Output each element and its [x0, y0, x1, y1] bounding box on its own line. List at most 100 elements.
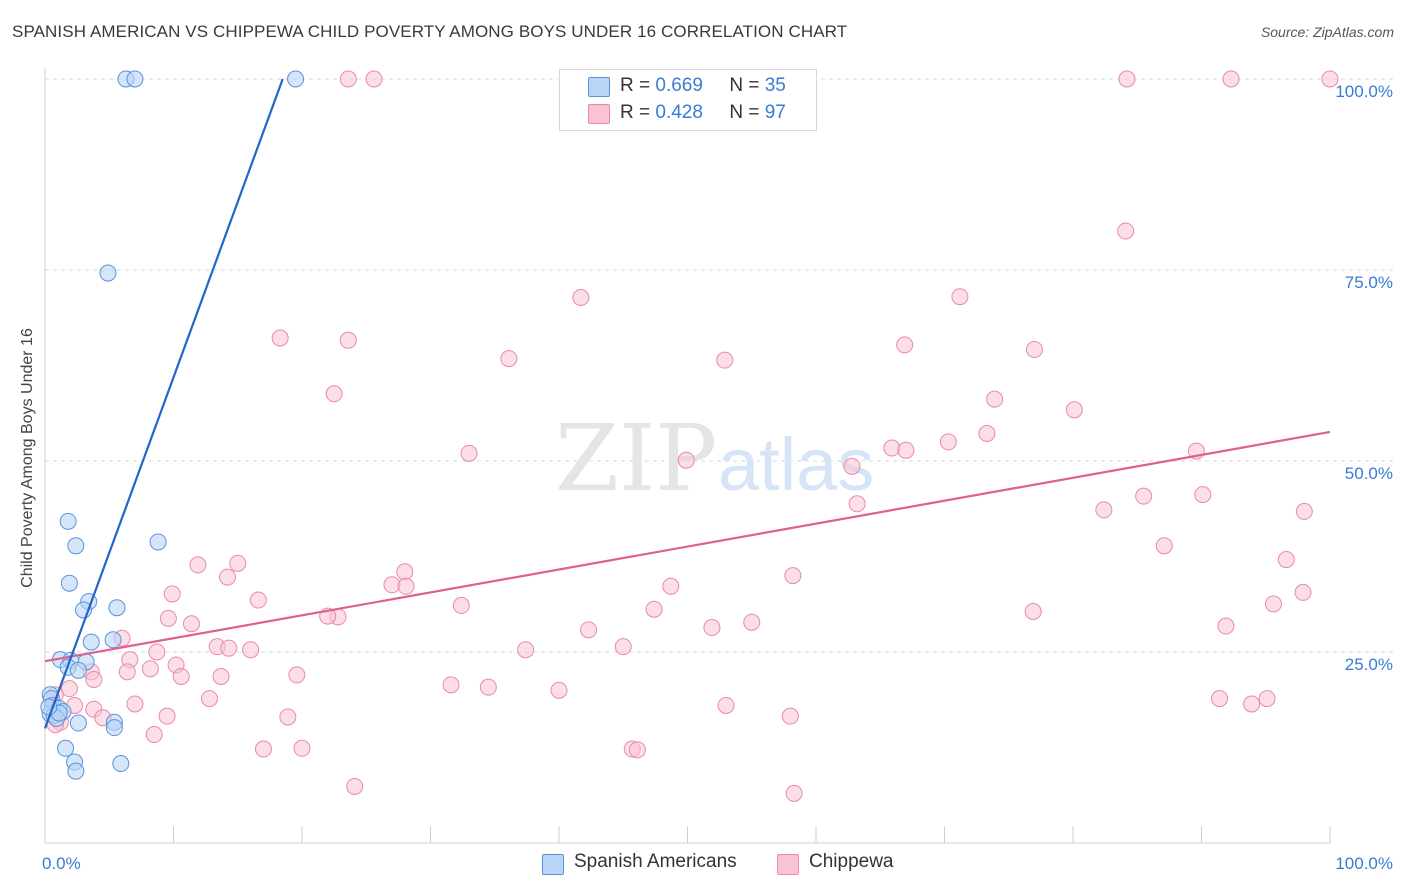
chippewa-point	[148, 643, 166, 661]
chippewa-point	[1243, 695, 1261, 713]
chippewa-point	[580, 621, 598, 639]
chippewa-point	[1117, 222, 1135, 240]
chippewa-point	[1194, 486, 1212, 504]
chippewa-point	[442, 676, 460, 694]
chippewa-point	[220, 639, 238, 657]
chippewa-point	[218, 568, 236, 586]
chippewa-point	[1295, 502, 1313, 520]
spanish-american-point	[112, 755, 130, 773]
chippewa-point	[339, 331, 357, 349]
legend-stats-spanish-americans: R = 0.669 N = 35	[620, 75, 786, 97]
chippewa-point	[145, 726, 163, 744]
legend-r-label: R =	[620, 102, 651, 123]
chippewa-point	[1222, 70, 1240, 88]
chippewa-point	[254, 740, 272, 758]
legend-r-label: R =	[620, 75, 651, 96]
chippewa-point	[1321, 70, 1339, 88]
chippewa-point	[85, 671, 103, 689]
chippewa-point	[118, 663, 136, 681]
spanish-american-points	[40, 70, 305, 780]
chippewa-point	[141, 660, 159, 678]
chippewa-point	[1258, 690, 1276, 708]
chippewa-point	[716, 351, 734, 369]
chippewa-point	[1095, 501, 1113, 519]
spanish-american-point	[60, 574, 78, 592]
legend-swatch-spanish-americans	[588, 77, 610, 97]
chippewa-point	[717, 696, 735, 714]
chippewa-point	[212, 667, 230, 685]
legend-stats-chippewa: R = 0.428 N = 97	[620, 102, 786, 124]
x-tick-label: 0.0%	[42, 854, 81, 873]
legend-n-label: N =	[729, 102, 760, 123]
chippewa-point	[279, 708, 297, 726]
chippewa-point	[172, 667, 190, 685]
chippewa-point	[1155, 537, 1173, 555]
chippewa-point	[550, 681, 568, 699]
spanish-american-point	[287, 70, 305, 88]
y-tick-label: 50.0%	[1345, 464, 1393, 483]
chippewa-point	[158, 707, 176, 725]
chippewa-point	[951, 288, 969, 306]
trend-lines	[43, 78, 1331, 729]
chippewa-point	[346, 777, 364, 795]
chippewa-point	[229, 554, 247, 572]
legend-swatch-chippewa	[588, 104, 610, 124]
chippewa-point	[897, 441, 915, 459]
chippewa-point	[1264, 595, 1282, 613]
y-tick-label: 25.0%	[1345, 655, 1393, 674]
chippewa-point	[1118, 70, 1136, 88]
chippewa-point	[500, 350, 518, 368]
chippewa-point	[614, 638, 632, 656]
spanish-american-point	[82, 633, 100, 651]
chippewa-point	[843, 457, 861, 475]
y-tick-label: 100.0%	[1335, 82, 1393, 101]
bottom-legend-swatch-chippewa	[777, 854, 799, 875]
correlation-legend: R = 0.669 N = 35 R = 0.428 N = 97	[559, 69, 817, 131]
chippewa-point	[288, 666, 306, 684]
chippewa-point	[743, 613, 761, 631]
chippewa-point	[189, 556, 207, 574]
spanish-american-point	[108, 599, 126, 617]
chippewa-point	[452, 596, 470, 614]
spanish-american-point	[69, 661, 87, 679]
chippewa-point	[325, 385, 343, 403]
x-tick-label: 100.0%	[1335, 854, 1393, 873]
spanish-american-trend-line	[43, 78, 284, 729]
spanish-american-point	[57, 739, 75, 757]
y-axis-title: Child Poverty Among Boys Under 16	[19, 328, 36, 588]
chippewa-point	[339, 70, 357, 88]
spanish-american-point	[67, 762, 85, 780]
spanish-american-point	[99, 264, 117, 282]
x-tick-labels: 0.0% 100.0%	[42, 854, 1393, 873]
spanish-american-point	[105, 719, 123, 737]
chippewa-point	[883, 439, 901, 457]
spanish-american-point	[69, 714, 87, 732]
y-tick-label: 75.0%	[1345, 273, 1393, 292]
chippewa-point	[517, 641, 535, 659]
chippewa-point	[182, 615, 200, 633]
chippewa-point	[1065, 401, 1083, 419]
chippewa-point	[60, 680, 78, 698]
chart-title: SPANISH AMERICAN VS CHIPPEWA CHILD POVER…	[12, 22, 848, 41]
chippewa-point	[242, 641, 260, 659]
chippewa-point	[479, 678, 497, 696]
spanish-american-point	[59, 512, 77, 530]
chippewa-point	[1217, 617, 1235, 635]
source-label: Source: ZipAtlas.com	[1260, 24, 1394, 40]
chippewa-point	[677, 451, 695, 469]
chippewa-point	[645, 600, 663, 618]
legend-n-value: 97	[764, 102, 786, 123]
chippewa-point	[785, 784, 803, 802]
chippewa-point	[383, 576, 401, 594]
chippewa-point	[896, 336, 914, 354]
chippewa-point	[397, 577, 415, 595]
legend-r-value: 0.669	[655, 75, 703, 96]
chippewa-point	[848, 495, 866, 513]
legend-n-label: N =	[729, 75, 760, 96]
bottom-legend-label: Chippewa	[809, 851, 894, 872]
chippewa-point	[939, 433, 957, 451]
legend-n-value: 35	[764, 75, 786, 96]
chippewa-point	[249, 591, 267, 609]
chippewa-point	[662, 577, 680, 595]
